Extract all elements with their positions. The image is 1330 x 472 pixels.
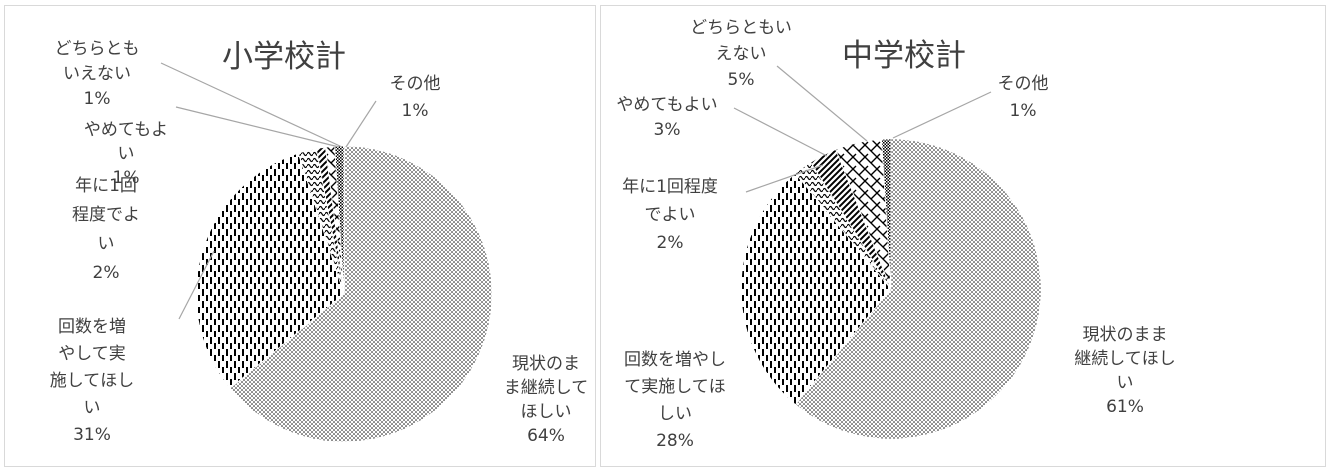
slice-label-3: やめてもよい 1% <box>84 120 168 188</box>
slice-label-5: その他 1% <box>998 74 1049 121</box>
leader-line-3 <box>733 107 828 157</box>
leader-line-1 <box>178 250 215 320</box>
leader-line-2 <box>745 164 824 193</box>
pie-slice-0 <box>794 138 1042 440</box>
slice-label-0: 現状のまま継続してほしい 61% <box>1074 325 1176 417</box>
leader-line-4 <box>160 62 343 148</box>
slice-label-3: やめてもよい 3% <box>616 95 717 140</box>
chart-title: 中学校計 <box>842 38 966 74</box>
slice-label-2: 年に1回程度でよい 2% <box>72 176 140 283</box>
leader-line-5 <box>892 91 992 139</box>
slice-label-0: 現状のまま継続してほしい 64% <box>504 354 589 446</box>
slice-label-2: 年に1回程度でよい 2% <box>622 177 718 253</box>
slice-label-1: 回数を増やして実施してほしい 31% <box>50 317 135 445</box>
pie-slice-1 <box>195 152 345 389</box>
chart-panel-junior-high: 中学校計現状のまま継続してほしい 61% 回数を増やして実施してほしい 28% 年に1回… <box>600 5 1326 467</box>
slice-label-1: 回数を増やして実施してほしい 28% <box>624 350 726 451</box>
pie-slice-5 <box>881 138 892 290</box>
leader-line-5 <box>345 100 377 148</box>
slice-label-4: どちらともいえない 1% <box>55 39 140 109</box>
slice-label-4: どちらともいえない 5% <box>690 18 792 90</box>
pie-slice-1 <box>740 172 892 406</box>
chart-title: 小学校計 <box>222 39 346 75</box>
leader-line-4 <box>776 65 868 142</box>
chart-panel-elementary: 小学校計現状のまま継続してほしい 64% 回数を増やして実施してほしい 31% 年に1回… <box>4 5 596 467</box>
slice-label-5: その他 1% <box>390 74 441 121</box>
pie-slice-0 <box>229 145 493 443</box>
leader-line-3 <box>175 106 340 148</box>
